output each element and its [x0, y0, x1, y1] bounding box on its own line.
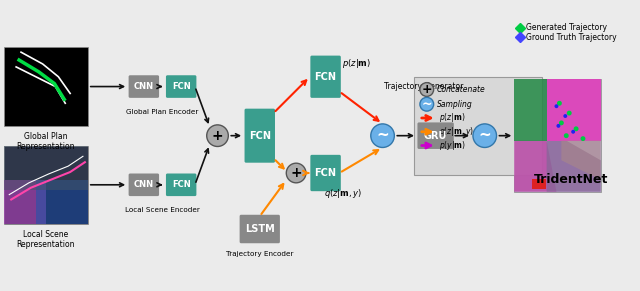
- Bar: [514, 79, 601, 192]
- Text: Global Plan Encoder: Global Plan Encoder: [126, 109, 198, 115]
- Circle shape: [473, 124, 497, 148]
- Polygon shape: [561, 141, 601, 180]
- Circle shape: [371, 124, 394, 148]
- Bar: [414, 77, 541, 175]
- Polygon shape: [514, 79, 547, 141]
- Text: Concatenate: Concatenate: [436, 85, 485, 94]
- Text: Sampling: Sampling: [436, 100, 472, 109]
- Circle shape: [207, 125, 228, 146]
- Circle shape: [563, 114, 567, 118]
- Text: GRU: GRU: [424, 131, 447, 141]
- Text: $q(z|\mathbf{m}, y)$: $q(z|\mathbf{m}, y)$: [438, 125, 474, 138]
- Polygon shape: [36, 180, 88, 224]
- Text: Local Scene Encoder: Local Scene Encoder: [125, 207, 200, 213]
- Circle shape: [571, 130, 575, 134]
- Polygon shape: [4, 146, 88, 190]
- Bar: [4, 47, 88, 126]
- Text: Global Plan
Representation: Global Plan Representation: [17, 132, 75, 151]
- FancyBboxPatch shape: [239, 215, 280, 243]
- Text: FCN: FCN: [172, 82, 191, 91]
- Text: $p(z|\mathbf{m})$: $p(z|\mathbf{m})$: [438, 111, 465, 125]
- FancyBboxPatch shape: [417, 123, 454, 149]
- Circle shape: [420, 83, 434, 96]
- Text: FCN: FCN: [249, 131, 271, 141]
- Text: +: +: [422, 83, 432, 96]
- Text: FCN: FCN: [315, 72, 337, 82]
- Circle shape: [573, 126, 579, 131]
- Circle shape: [286, 163, 306, 183]
- Text: Trajectory Encoder: Trajectory Encoder: [226, 251, 294, 257]
- Text: $p(y|\mathbf{m})$: $p(y|\mathbf{m})$: [438, 139, 466, 152]
- Circle shape: [556, 124, 561, 128]
- FancyBboxPatch shape: [129, 75, 159, 98]
- Text: Trajectory Generator: Trajectory Generator: [384, 82, 463, 91]
- Text: Generated Trajectory: Generated Trajectory: [526, 23, 607, 32]
- Polygon shape: [547, 141, 601, 192]
- FancyBboxPatch shape: [129, 173, 159, 196]
- Polygon shape: [514, 141, 556, 192]
- Circle shape: [554, 104, 559, 108]
- Circle shape: [564, 133, 569, 138]
- Text: LSTM: LSTM: [245, 224, 275, 234]
- FancyBboxPatch shape: [244, 109, 275, 163]
- Text: ~: ~: [376, 128, 389, 143]
- Polygon shape: [4, 180, 45, 224]
- Text: +: +: [212, 129, 223, 143]
- Text: $q(z|\mathbf{m}, y)$: $q(z|\mathbf{m}, y)$: [324, 187, 362, 200]
- Text: Local Scene
Representation: Local Scene Representation: [17, 230, 75, 249]
- FancyBboxPatch shape: [166, 173, 196, 196]
- Circle shape: [557, 101, 562, 106]
- Text: Ground Truth Trajectory: Ground Truth Trajectory: [526, 33, 616, 42]
- Text: CNN: CNN: [134, 82, 154, 91]
- Polygon shape: [547, 79, 601, 141]
- Text: ~: ~: [422, 98, 432, 111]
- Text: FCN: FCN: [315, 168, 337, 178]
- FancyBboxPatch shape: [310, 155, 341, 191]
- Text: CNN: CNN: [134, 180, 154, 189]
- FancyBboxPatch shape: [310, 56, 341, 98]
- Text: +: +: [291, 166, 302, 180]
- Circle shape: [580, 136, 586, 141]
- Text: $p(z|\mathbf{m})$: $p(z|\mathbf{m})$: [342, 57, 371, 70]
- FancyBboxPatch shape: [166, 75, 196, 98]
- Text: TridentNet: TridentNet: [534, 173, 609, 186]
- Circle shape: [559, 120, 564, 125]
- Bar: [4, 146, 88, 224]
- Text: FCN: FCN: [172, 180, 191, 189]
- Circle shape: [420, 97, 434, 111]
- Text: ~: ~: [478, 128, 491, 143]
- Bar: [532, 179, 546, 189]
- Circle shape: [567, 111, 572, 116]
